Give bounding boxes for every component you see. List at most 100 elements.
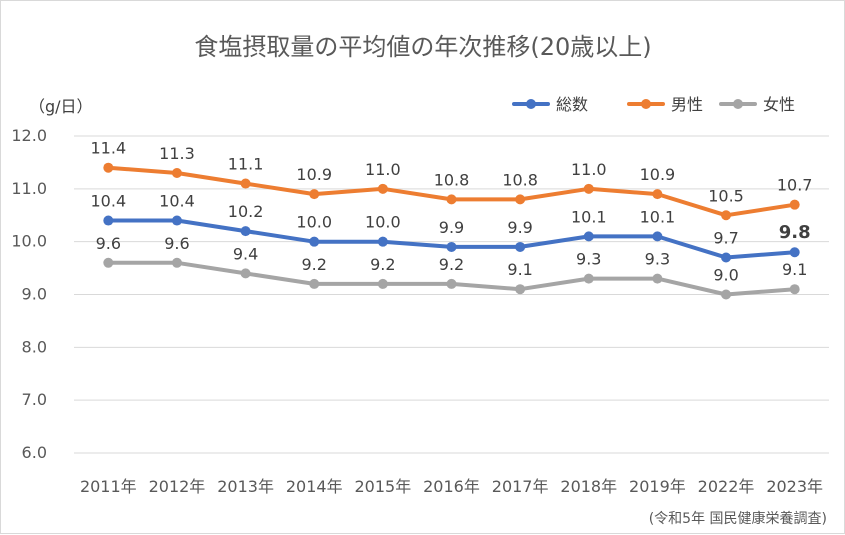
x-tick-label: 2017年 [492, 477, 549, 496]
data-label: 10.0 [365, 213, 401, 232]
data-point [377, 278, 388, 289]
x-axis-ticks: 2011年 2012年 2013年 2014年 2015年 2016年 2017年 2018年… [80, 477, 823, 496]
x-tick-label: 2011年 [80, 477, 137, 496]
data-point [171, 167, 182, 178]
data-label: 10.1 [640, 207, 676, 226]
data-point [583, 183, 594, 194]
data-point [309, 278, 320, 289]
data-labels: 10.4 10.4 10.2 10.0 10.0 9.9 9.9 10.1 10.1 9.7 9.8… [91, 139, 813, 285]
legend-swatch-marker [733, 99, 743, 109]
legend-label: 男性 [671, 95, 703, 114]
legend-swatch-marker [526, 99, 536, 109]
data-label: 10.1 [571, 207, 607, 226]
y-tick-label: 10.0 [11, 232, 47, 251]
y-tick-label: 8.0 [22, 337, 47, 356]
data-point [309, 189, 320, 200]
data-point [515, 241, 526, 252]
data-label: 11.0 [365, 160, 401, 179]
data-point [103, 162, 114, 173]
data-point [240, 226, 251, 237]
data-label: 10.5 [708, 186, 744, 205]
data-point [377, 236, 388, 247]
data-point [240, 268, 251, 279]
data-label: 9.3 [645, 250, 670, 269]
y-axis-ticks: 6.0 7.0 8.0 9.0 10.0 11.0 12.0 [11, 126, 47, 462]
y-tick-label: 6.0 [22, 443, 47, 462]
data-label: 10.4 [159, 192, 195, 211]
data-point [652, 189, 663, 200]
data-point [515, 284, 526, 295]
data-label: 10.9 [640, 165, 676, 184]
data-label: 9.0 [713, 266, 738, 285]
data-label: 11.0 [571, 160, 607, 179]
data-label: 9.1 [507, 260, 532, 279]
data-point [446, 278, 457, 289]
y-tick-label: 7.0 [22, 390, 47, 409]
x-tick-label: 2014年 [286, 477, 343, 496]
x-tick-label: 2018年 [560, 477, 617, 496]
legend-swatch-marker [641, 99, 651, 109]
data-label: 9.9 [439, 218, 464, 237]
data-label: 9.2 [439, 255, 464, 274]
data-point [789, 247, 800, 258]
x-tick-label: 2015年 [354, 477, 411, 496]
data-point [240, 178, 251, 189]
data-label: 10.8 [502, 170, 538, 189]
series-lines [103, 162, 800, 300]
x-tick-label: 2022年 [698, 477, 755, 496]
legend: 総数 男性 女性 [512, 95, 795, 114]
data-point [721, 289, 732, 300]
data-label: 10.7 [777, 176, 813, 195]
legend-label: 総数 [556, 95, 588, 114]
data-point [583, 231, 594, 242]
data-label: 9.7 [713, 229, 738, 248]
source-note: (令和5年 国民健康栄養調査) [649, 510, 827, 527]
data-label: 9.4 [233, 244, 258, 263]
data-label: 9.6 [164, 234, 189, 253]
gridlines [74, 135, 829, 454]
y-tick-label: 11.0 [11, 179, 47, 198]
data-point [103, 257, 114, 268]
x-tick-label: 2016年 [423, 477, 480, 496]
data-point [377, 183, 388, 194]
data-label: 11.1 [228, 155, 264, 174]
data-point [721, 210, 732, 221]
data-point [721, 252, 732, 263]
legend-label: 女性 [763, 95, 795, 114]
y-axis-unit: （g/日） [29, 97, 93, 116]
data-label: 9.6 [96, 234, 121, 253]
data-point [171, 215, 182, 226]
data-label: 10.9 [296, 165, 332, 184]
data-point [652, 231, 663, 242]
y-tick-label: 9.0 [22, 285, 47, 304]
data-point [446, 241, 457, 252]
data-label: 9.9 [507, 218, 532, 237]
y-tick-label: 12.0 [11, 126, 47, 145]
data-point [789, 199, 800, 210]
data-label: 10.2 [228, 202, 264, 221]
data-point [515, 194, 526, 205]
data-point [789, 284, 800, 295]
data-label: 9.1 [782, 260, 807, 279]
data-point [171, 257, 182, 268]
x-tick-label: 2019年 [629, 477, 686, 496]
data-label: 9.2 [302, 255, 327, 274]
chart-title: 食塩摂取量の平均値の年次推移(20歳以上) [194, 33, 651, 61]
data-point [103, 215, 114, 226]
data-label: 10.0 [296, 213, 332, 232]
data-point [309, 236, 320, 247]
data-label: 10.4 [91, 192, 127, 211]
data-label: 9.8 [779, 222, 811, 243]
data-label: 9.2 [370, 255, 395, 274]
x-tick-label: 2013年 [217, 477, 274, 496]
data-point [446, 194, 457, 205]
data-point [652, 273, 663, 284]
x-tick-label: 2023年 [766, 477, 823, 496]
x-tick-label: 2012年 [149, 477, 206, 496]
data-label: 9.3 [576, 250, 601, 269]
data-label: 10.8 [434, 170, 470, 189]
data-point [583, 273, 594, 284]
data-label: 11.4 [91, 139, 127, 158]
